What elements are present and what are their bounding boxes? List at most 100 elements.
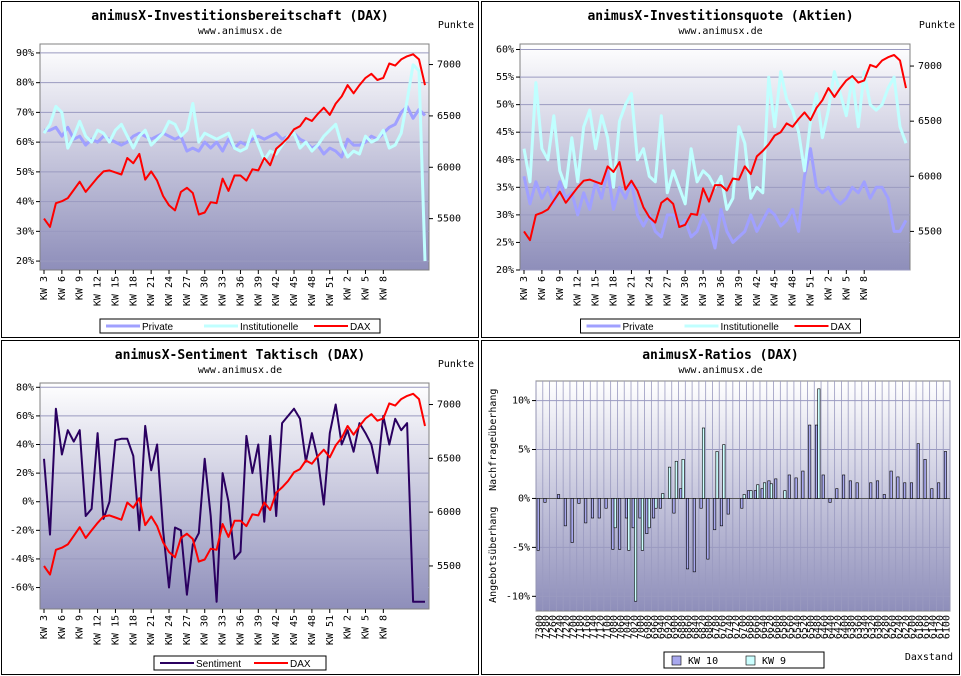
y2-tick-label: 5500: [437, 561, 461, 572]
chart-investitionsbereitschaft: animusX-Investitionsbereitschaft (DAX) ww…: [16, 9, 474, 334]
y-tick-label: 35%: [496, 182, 514, 193]
y-tick-label: -5%: [512, 542, 530, 553]
x-tick-label: 6120: [935, 615, 946, 639]
x-tick-label: 6460: [819, 615, 830, 639]
series-line-institutionelle: [42, 63, 427, 262]
bar-kw10: [740, 498, 744, 509]
y-tick-label: 20%: [16, 256, 34, 267]
chart-subtitle: www.animusx.de: [678, 365, 762, 376]
legend-label-dax: DAX: [350, 322, 371, 333]
x-tick-label: 6280: [881, 615, 892, 639]
y2-tick-label: 7000: [918, 61, 942, 72]
bar-kw9: [722, 444, 726, 499]
x-tick-label: KW 3: [39, 615, 50, 639]
x-tick-label: KW 30: [200, 615, 211, 645]
y2-tick-label: 5500: [918, 226, 942, 237]
series-line-dax: [43, 392, 426, 576]
y-tick-label: -20%: [10, 525, 34, 536]
bar-kw10: [909, 482, 913, 499]
bar-kw10: [699, 498, 703, 509]
x-tick-label: 6360: [853, 615, 864, 639]
bar-kw10: [611, 498, 615, 550]
x-tick-label: KW 36: [235, 276, 246, 306]
bar-kw9: [654, 498, 658, 509]
y2-tick-label: 6500: [437, 453, 461, 464]
x-tick-label: 7000: [636, 615, 647, 639]
x-tick-label: 6720: [731, 615, 742, 639]
bar-kw10: [719, 498, 723, 527]
y-tick-label: 80%: [16, 78, 34, 89]
x-tick-label: 6440: [826, 615, 837, 639]
y2-axis-unit: Punkte: [438, 359, 474, 370]
bar-kw10: [597, 498, 601, 519]
x-tick-label: KW 2: [343, 615, 354, 639]
panel-investitionsquote: animusX-Investitionsquote (Aktien) www.an…: [481, 1, 960, 338]
y2-tick-label: 6000: [918, 171, 942, 182]
x-tick-label: KW 51: [325, 276, 336, 306]
bar-kw10: [876, 480, 880, 499]
bar-kw10: [747, 490, 751, 499]
series-line-dax: [43, 53, 426, 228]
chart-subtitle: www.animusx.de: [678, 26, 762, 37]
x-tick-label: KW 24: [164, 276, 175, 306]
y-tick-label: -10%: [506, 591, 530, 602]
bar-kw10: [821, 474, 825, 499]
bar-kw10: [645, 498, 649, 534]
x-tick-label: KW 18: [128, 615, 139, 645]
x-tick-label: KW 27: [182, 615, 193, 645]
x-tick-label: 7240: [555, 615, 566, 639]
x-tick-label: KW 9: [555, 276, 566, 300]
x-tick-label: KW 51: [806, 276, 817, 306]
bar-kw9: [715, 451, 719, 499]
x-tick-label: 6640: [758, 615, 769, 639]
y-tick-label: 90%: [16, 48, 34, 59]
chart-subtitle: www.animusx.de: [198, 26, 282, 37]
bar-kw10: [767, 480, 771, 499]
x-tick-label: KW 6: [57, 276, 68, 300]
legend-box: [580, 318, 861, 334]
x-tick-label: KW 6: [57, 615, 68, 639]
bar-kw10: [753, 490, 757, 499]
bar-kw10: [930, 488, 934, 499]
x-tick-label: 6740: [724, 615, 735, 639]
panel-sentiment: animusX-Sentiment Taktisch (DAX) www.anim…: [1, 340, 479, 675]
x-tick-label: 7280: [541, 615, 552, 639]
x-tick-label: 6420: [833, 615, 844, 639]
x-tick-label: 7300: [534, 615, 545, 639]
x-tick-label: KW 30: [200, 276, 211, 306]
x-tick-label: 6200: [908, 615, 919, 639]
legend-label-kw9: KW 9: [762, 656, 786, 667]
chart-ratios: animusX-Ratios (DAX) www.animusx.de 10% 5% 0…: [488, 348, 953, 669]
bar-kw10: [679, 488, 683, 499]
x-tick-label: KW 33: [698, 276, 709, 306]
x-tick-label: KW 3: [519, 276, 530, 300]
y2-tick-label: 7000: [437, 400, 461, 411]
x-tick-label: KW 36: [235, 615, 246, 645]
x-tick-label: 7220: [562, 615, 573, 639]
bar-kw10: [570, 498, 574, 543]
bar-kw10: [916, 443, 920, 499]
x-tick-label: 7100: [602, 615, 613, 639]
y-tick-label: 50%: [16, 167, 34, 178]
x-tick-label: KW 9: [75, 276, 86, 300]
x-tick-label: KW 6: [537, 276, 548, 300]
x-tick-label: 6860: [684, 615, 695, 639]
plot-area: [39, 382, 430, 610]
legend-label-kw10: KW 10: [688, 656, 718, 667]
x-tick-label: KW 5: [360, 276, 371, 300]
x-tick-label: KW 30: [680, 276, 691, 306]
x-tick-label: KW 5: [841, 276, 852, 300]
bar-kw10: [543, 498, 547, 503]
x-tick-label: 6600: [772, 615, 783, 639]
bar-kw10: [814, 424, 818, 499]
x-tick-label: KW 45: [289, 276, 300, 306]
x-tick-label: 6960: [650, 615, 661, 639]
bar-kw9: [640, 498, 644, 551]
bar-kw10: [842, 474, 846, 499]
legend-label-institutionelle: Institutionelle: [240, 322, 299, 333]
x-tick-label: KW 9: [75, 615, 86, 639]
x-tick-label: 6220: [901, 615, 912, 639]
chart-title: animusX-Investitionsbereitschaft (DAX): [91, 9, 388, 24]
x-axis-label: Daxstand: [905, 652, 953, 663]
bar-kw10: [590, 498, 594, 519]
